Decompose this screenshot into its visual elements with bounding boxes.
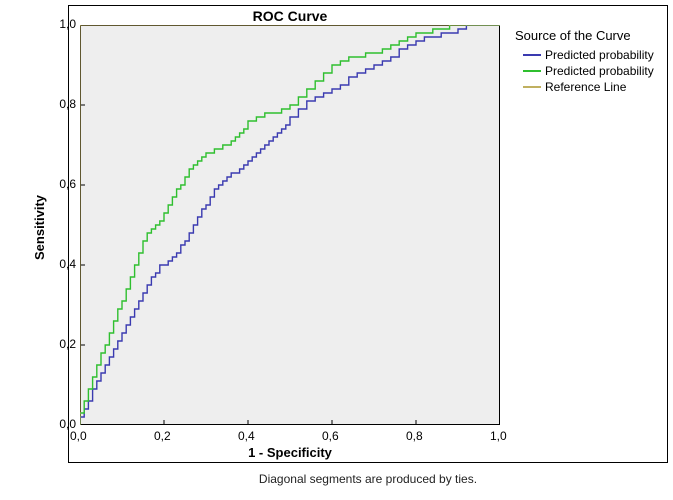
series-line <box>80 25 500 425</box>
legend-label: Predicted probability <box>545 48 654 62</box>
legend-swatch <box>523 70 541 72</box>
legend-item: Reference Line <box>523 80 626 94</box>
legend-label: Reference Line <box>545 80 626 94</box>
legend-swatch <box>523 54 541 56</box>
legend-item: Predicted probability <box>523 48 654 62</box>
y-tick-label: 0,8 <box>54 97 76 111</box>
y-tick-label: 1,0 <box>54 17 76 31</box>
chart-title: ROC Curve <box>80 8 500 24</box>
legend-swatch <box>523 86 541 88</box>
x-tick-label: 0,6 <box>322 429 339 443</box>
legend-item: Predicted probability <box>523 64 654 78</box>
y-axis-label: Sensitivity <box>32 195 47 260</box>
x-axis-label: 1 - Specificity <box>80 445 500 460</box>
roc-chart: ROC Curve 0,0 0,2 0,4 0,6 0,8 1,0 0,0 0,2 0,4 0,… <box>0 0 673 500</box>
x-tick-label: 0,4 <box>238 429 255 443</box>
series-line <box>80 25 500 425</box>
legend-title: Source of the Curve <box>515 28 631 43</box>
x-tick-label: 0,2 <box>154 429 171 443</box>
y-tick-label: 0,2 <box>54 337 76 351</box>
x-tick-label: 1,0 <box>490 429 507 443</box>
y-tick-label: 0,6 <box>54 177 76 191</box>
chart-footnote: Diagonal segments are produced by ties. <box>68 472 668 486</box>
y-tick-label: 0,0 <box>54 417 76 431</box>
y-tick-label: 0,4 <box>54 257 76 271</box>
series-line <box>80 25 500 425</box>
plot-svg <box>80 25 500 425</box>
x-tick-label: 0,8 <box>406 429 423 443</box>
x-tick-label: 0,0 <box>70 429 87 443</box>
legend-label: Predicted probability <box>545 64 654 78</box>
